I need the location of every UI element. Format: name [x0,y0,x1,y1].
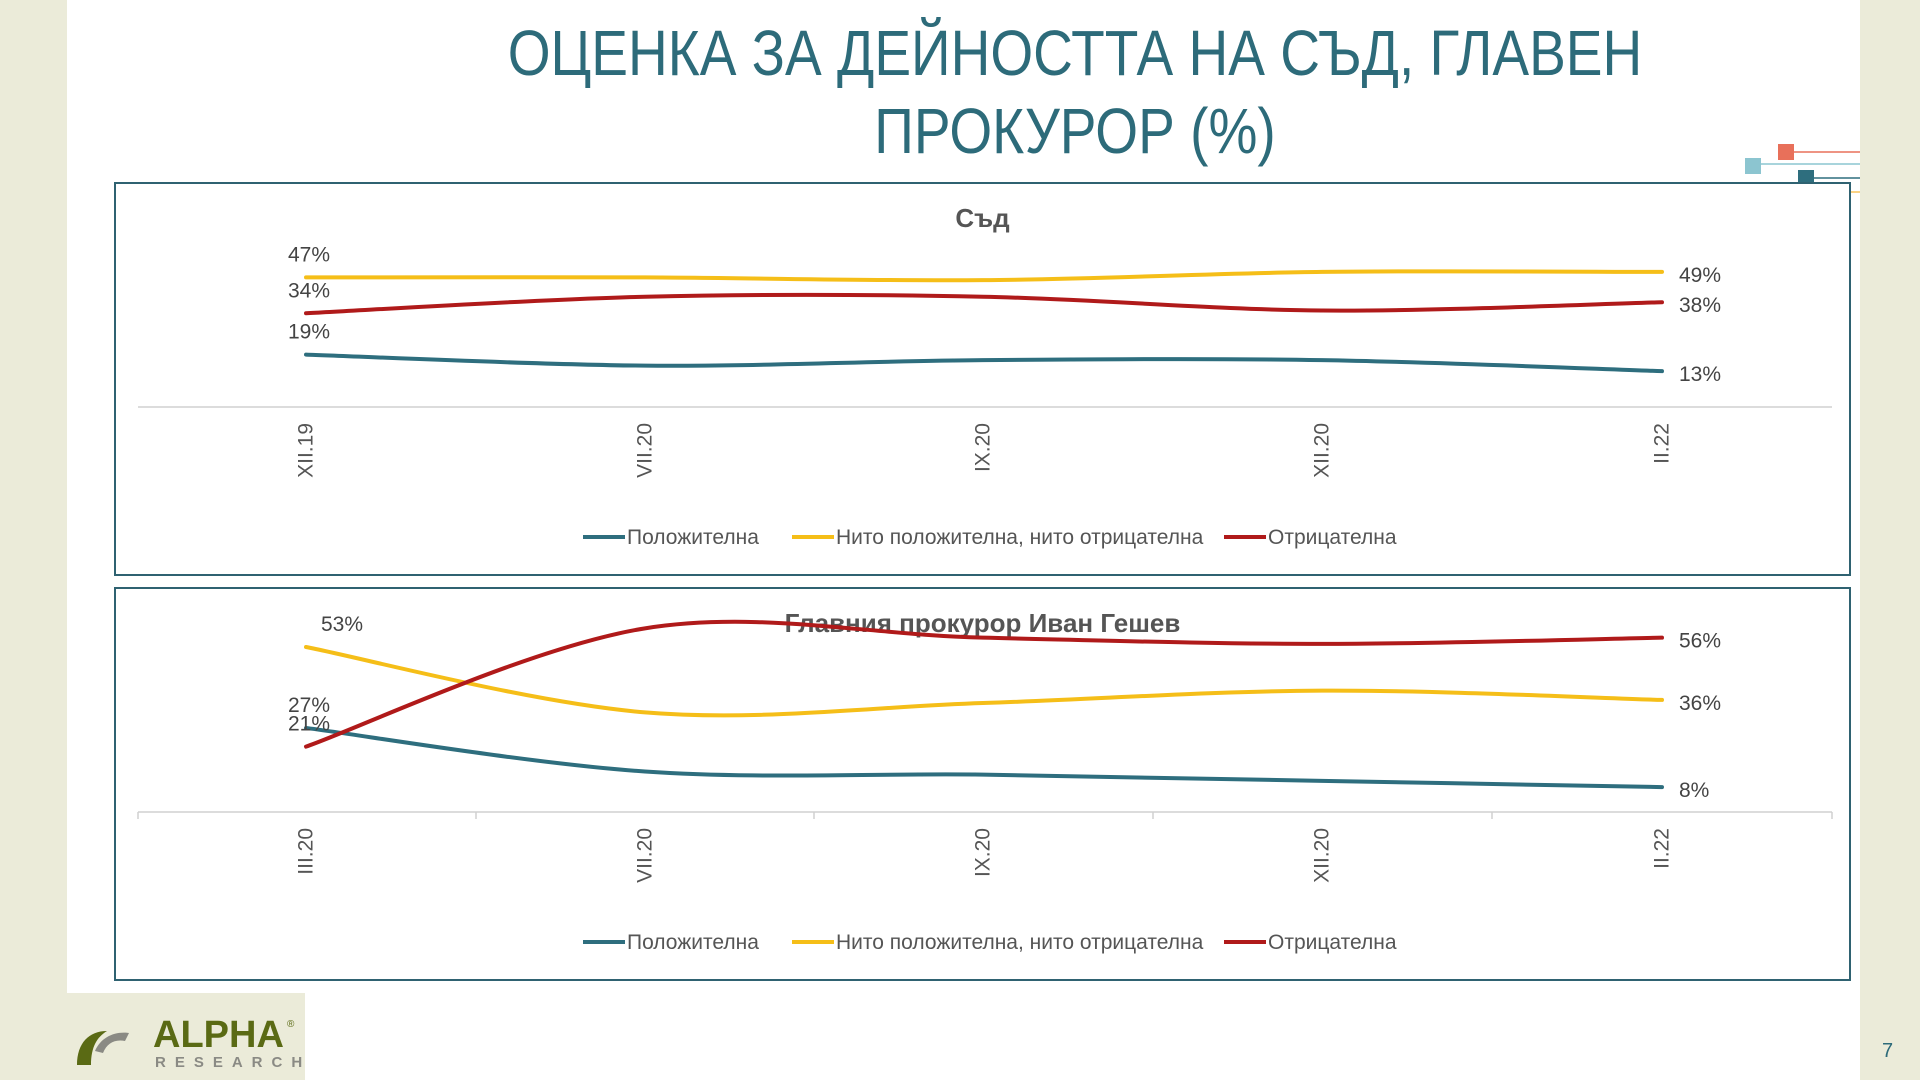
end-label-neutral: 49% [1679,264,1721,287]
series-line-positive [304,725,1664,790]
title-line-1: ОЦЕНКА ЗА ДЕЙНОСТТА НА СЪД, ГЛАВЕН [507,17,1643,89]
start-label-neutral: 47% [288,243,330,266]
x-tick-label: III.20 [295,828,318,875]
logo-sub: RESEARCH [155,1054,305,1071]
start-label-neutral: 53% [321,613,363,636]
court-chart: Съд XII.19 VII.20 IX.20 XII.20 II.22 47% 34% 19%… [138,203,1832,549]
start-label-positive: 19% [288,321,330,344]
series-line-neutral [304,645,1664,718]
series-line-negative [304,292,1664,316]
alpha-research-logo: ALPHA ® RESEARCH [67,993,305,1080]
series-line-neutral [304,269,1664,283]
end-label-neutral: 36% [1679,692,1721,715]
page-number: 7 [1882,1040,1894,1062]
start-label-negative: 21% [288,713,330,736]
legend-label-neutral: Нито положителна, нито отрицателна [836,931,1204,954]
logo-word: ALPHA [153,1014,284,1056]
slide-title: ОЦЕНКА ЗА ДЕЙНОСТТА НА СЪД, ГЛАВЕН ПРОКУ… [495,14,1656,170]
legend-label-positive: Положителна [627,931,759,954]
prosecutor-chart: Главния прокурор Иван Гешев III.20 VII.20 I… [137,608,1833,954]
x-tick-label: II.22 [1651,423,1674,464]
x-tick-label: XII.20 [1311,828,1334,883]
chart-title: Главния прокурор Иван Гешев [785,608,1181,638]
x-tick-label: VII.20 [634,828,657,883]
legend-label-neutral: Нито положителна, нито отрицателна [836,526,1204,549]
prosecutor-chart-panel: Главния прокурор Иван Гешев III.20 VII.20 I… [114,587,1851,981]
end-label-positive: 13% [1679,363,1721,386]
x-tick-label: XII.19 [295,423,318,478]
x-tick-label: II.22 [1651,828,1674,869]
x-tick-label: XII.20 [1311,423,1334,478]
x-tick-label: VII.20 [634,423,657,478]
court-chart-panel: Съд XII.19 VII.20 IX.20 XII.20 II.22 47% 34% 19%… [114,182,1851,576]
end-label-negative: 38% [1679,294,1721,317]
legend-label-positive: Положителна [627,526,759,549]
end-label-positive: 8% [1679,779,1709,802]
chart-title: Съд [955,203,1010,233]
title-line-2: ПРОКУРОР (%) [874,95,1276,167]
end-label-negative: 56% [1679,630,1721,653]
logo-mark-icon [77,1031,107,1065]
legend-label-negative: Отрицателна [1268,526,1397,549]
start-label-negative: 34% [288,279,330,302]
logo-registered: ® [287,1019,295,1030]
x-tick-label: IX.20 [972,423,995,472]
x-tick-label: IX.20 [972,828,995,877]
legend-label-negative: Отрицателна [1268,931,1397,954]
series-line-negative [304,619,1664,749]
series-line-positive [304,352,1664,374]
start-label-positive: 27% [288,694,330,717]
